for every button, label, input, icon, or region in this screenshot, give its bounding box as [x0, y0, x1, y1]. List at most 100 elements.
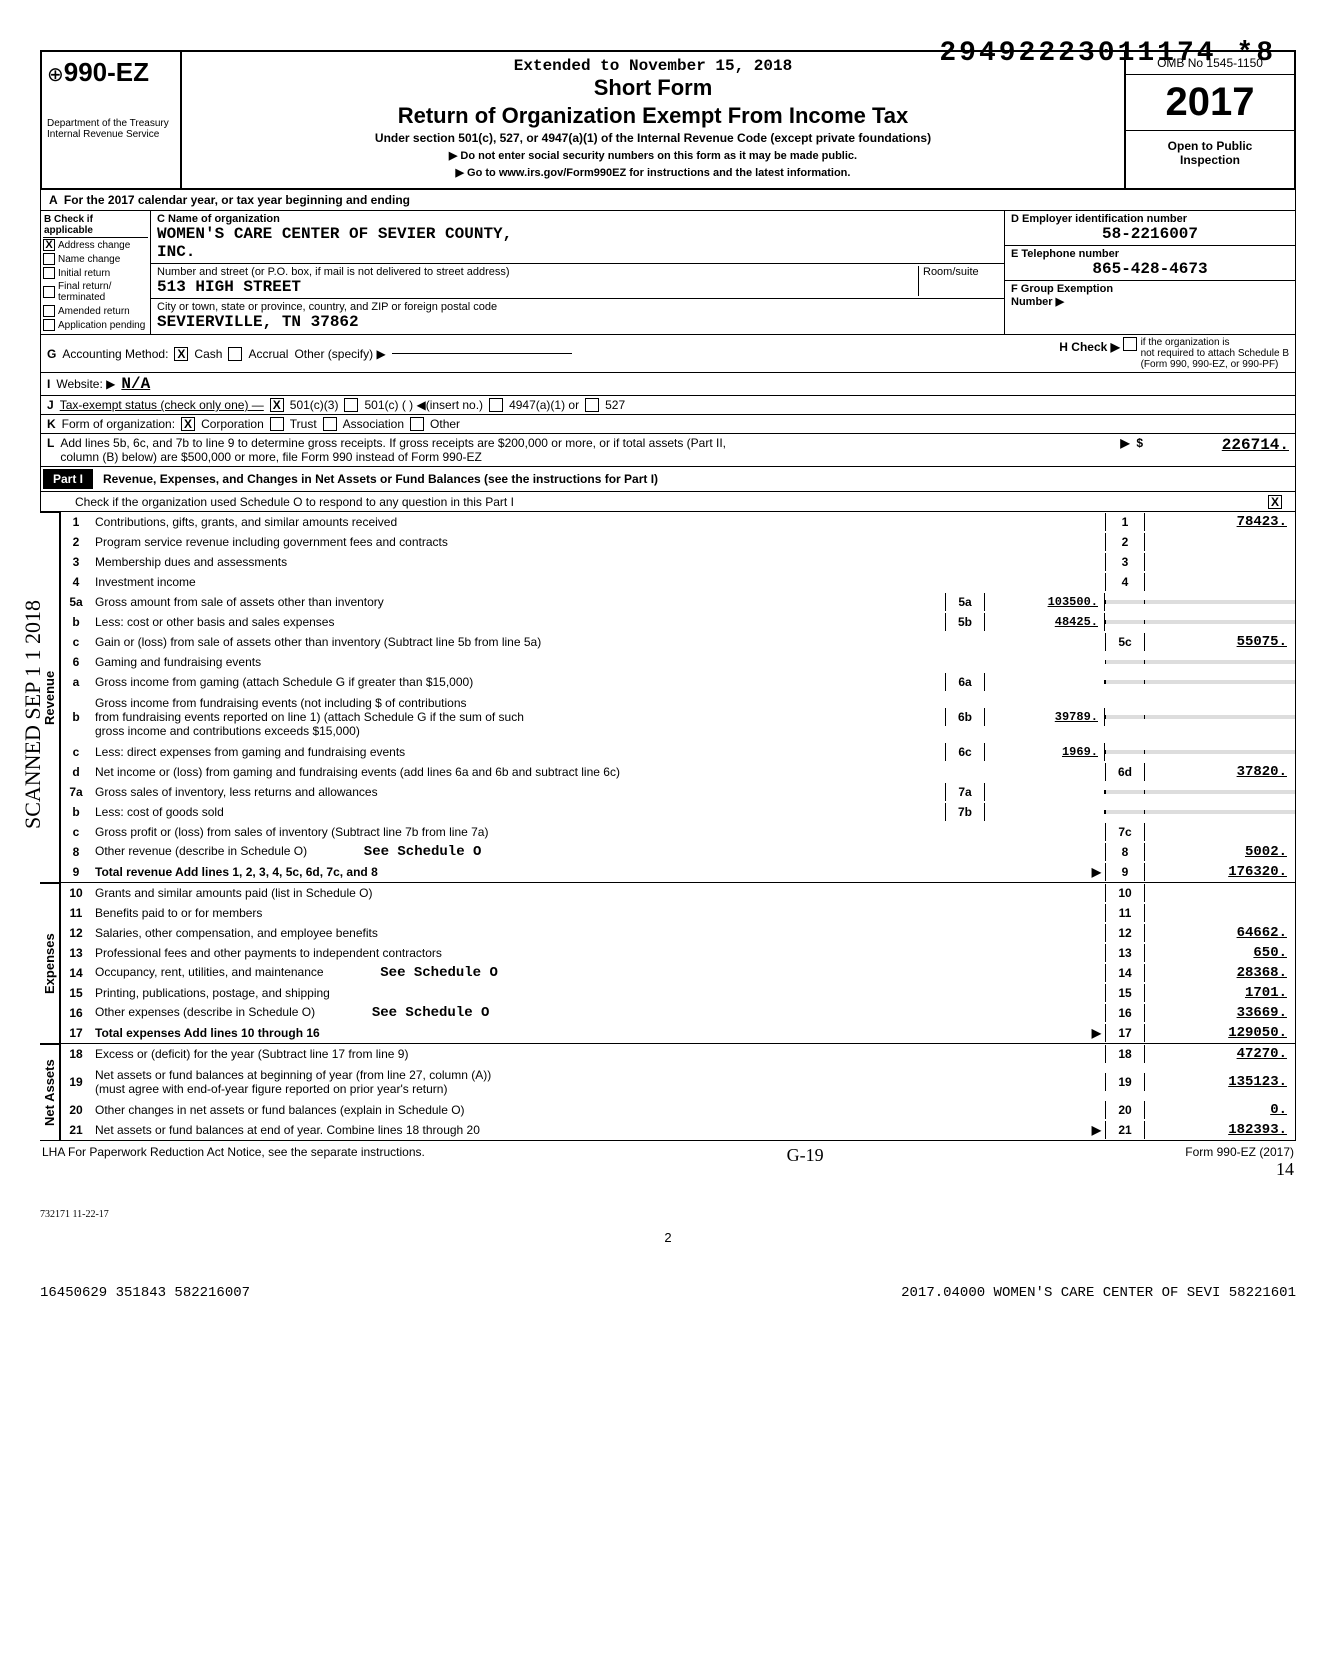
j-501c: 501(c) ( ) ◀(insert no.)	[364, 398, 483, 412]
line-11: 11Benefits paid to or for members11	[60, 903, 1296, 923]
checkbox-name-change[interactable]	[43, 253, 55, 265]
checkbox-accrual[interactable]	[228, 347, 242, 361]
l-value: 226714.	[1149, 436, 1289, 454]
checkbox-trust[interactable]	[270, 417, 284, 431]
footer-row: LHA For Paperwork Reduction Act Notice, …	[40, 1141, 1296, 1184]
checkbox-501c3[interactable]: X	[270, 398, 284, 412]
col-b-checkboxes: B Check if applicable XAddress change Na…	[41, 211, 151, 334]
row-i: I Website: ▶ N/A	[40, 373, 1296, 396]
line-7a: 7aGross sales of inventory, less returns…	[60, 782, 1296, 802]
checkbox-527[interactable]	[585, 398, 599, 412]
line-10: 10Grants and similar amounts paid (list …	[60, 883, 1296, 903]
col-de: D Employer identification number 58-2216…	[1005, 211, 1295, 334]
row-a-text: For the 2017 calendar year, or tax year …	[64, 193, 410, 207]
org-name-2: INC.	[157, 243, 998, 261]
g-label: Accounting Method:	[62, 347, 168, 361]
line-6d: dNet income or (loss) from gaming and fu…	[60, 762, 1296, 782]
cb-label-3: Final return/ terminated	[58, 281, 111, 303]
bottom-codes: 16450629 351843 582216007 2017.04000 WOM…	[40, 1285, 1296, 1301]
j-label: Tax-exempt status (check only one) —	[60, 398, 264, 412]
line-5c: cGain or (loss) from sale of assets othe…	[60, 632, 1296, 652]
line-12: 12Salaries, other compensation, and empl…	[60, 923, 1296, 943]
checkbox-501c[interactable]	[344, 398, 358, 412]
line-14: 14Occupancy, rent, utilities, and mainte…	[60, 963, 1296, 983]
form-number-box: ⊕990-EZ Department of the Treasury Inter…	[42, 52, 182, 188]
checkbox-pending[interactable]	[43, 319, 55, 331]
checkbox-final[interactable]	[43, 286, 55, 298]
g-cash: Cash	[194, 347, 222, 361]
col-c-org: C Name of organization WOMEN'S CARE CENT…	[151, 211, 1005, 334]
cb-label-5: Application pending	[58, 320, 145, 331]
i-label: Website: ▶	[56, 377, 115, 391]
line-2: 2Program service revenue including gover…	[60, 532, 1296, 552]
line-1: 1Contributions, gifts, grants, and simil…	[60, 512, 1296, 532]
ein-value: 58-2216007	[1011, 225, 1289, 243]
street-label: Number and street (or P.O. box, if mail …	[157, 266, 918, 278]
j-501c3: 501(c)(3)	[290, 398, 339, 412]
netassets-sidebar: Net Assets	[40, 1044, 60, 1141]
h-label: H Check ▶	[1059, 340, 1120, 354]
year-box: OMB No 1545-1150 2017 Open to Public Ins…	[1124, 52, 1294, 188]
row-g-h: G Accounting Method: XCash Accrual Other…	[40, 335, 1296, 373]
k-label: Form of organization:	[62, 417, 175, 431]
cb-label-2: Initial return	[58, 268, 110, 279]
checkbox-other[interactable]	[410, 417, 424, 431]
checkbox-corp[interactable]: X	[181, 417, 195, 431]
line-3: 3Membership dues and assessments3	[60, 552, 1296, 572]
short-form-label: Short Form	[192, 75, 1114, 101]
k-other: Other	[430, 417, 460, 431]
line-4: 4Investment income4	[60, 572, 1296, 592]
checkbox-assoc[interactable]	[323, 417, 337, 431]
dept-text: Department of the Treasury Internal Reve…	[47, 118, 175, 140]
checkbox-initial[interactable]	[43, 267, 55, 279]
line-8: 8Other revenue (describe in Schedule O) …	[60, 842, 1296, 862]
part1-check-text: Check if the organization used Schedule …	[71, 493, 1255, 511]
city-label: City or town, state or province, country…	[157, 301, 998, 313]
document-code: 29492223011174 *8	[939, 38, 1276, 69]
cb-label-0: Address change	[58, 240, 130, 251]
line-6b: bGross income from fundraising events (n…	[60, 692, 1296, 742]
subtitle: Under section 501(c), 527, or 4947(a)(1)…	[192, 131, 1114, 145]
line-6: 6Gaming and fundraising events	[60, 652, 1296, 672]
revenue-sidebar: Revenue	[40, 512, 60, 883]
phone-value: 865-428-4673	[1011, 260, 1289, 278]
checkbox-amended[interactable]	[43, 305, 55, 317]
checkbox-4947[interactable]	[489, 398, 503, 412]
j-4947: 4947(a)(1) or	[509, 398, 579, 412]
j-527: 527	[605, 398, 625, 412]
line-5b: bLess: cost or other basis and sales exp…	[60, 612, 1296, 632]
line-7b: bLess: cost of goods sold7b	[60, 802, 1296, 822]
part1-check-row: Check if the organization used Schedule …	[40, 492, 1296, 512]
c-label: C Name of organization	[157, 213, 998, 225]
checkbox-cash[interactable]: X	[174, 347, 188, 361]
line-17: 17Total expenses Add lines 10 through 16…	[60, 1023, 1296, 1044]
row-j: J Tax-exempt status (check only one) — X…	[40, 396, 1296, 415]
line-6c: cLess: direct expenses from gaming and f…	[60, 742, 1296, 762]
bottom-right-code: 2017.04000 WOMEN'S CARE CENTER OF SEVI 5…	[901, 1285, 1296, 1301]
checkbox-schedule-o[interactable]: X	[1268, 495, 1282, 509]
line-21: 21Net assets or fund balances at end of …	[60, 1120, 1296, 1141]
org-info-grid: B Check if applicable XAddress change Na…	[40, 211, 1296, 335]
part-1-header: Part I Revenue, Expenses, and Changes in…	[40, 467, 1296, 492]
line-7c: cGross profit or (loss) from sales of in…	[60, 822, 1296, 842]
k-assoc: Association	[343, 417, 404, 431]
form-header: ⊕990-EZ Department of the Treasury Inter…	[40, 50, 1296, 190]
checkbox-h[interactable]	[1123, 337, 1137, 351]
cb-label-4: Amended return	[58, 306, 130, 317]
line-5a: 5aGross amount from sale of assets other…	[60, 592, 1296, 612]
ssn-warning: ▶ Do not enter social security numbers o…	[192, 149, 1114, 162]
line-18: 18Excess or (deficit) for the year (Subt…	[60, 1044, 1296, 1064]
l-text: Add lines 5b, 6c, and 7b to line 9 to de…	[60, 436, 1114, 464]
street-value: 513 HIGH STREET	[157, 278, 918, 296]
part1-title: Revenue, Expenses, and Changes in Net As…	[95, 470, 666, 488]
row-k: K Form of organization: XCorporation Tru…	[40, 415, 1296, 434]
f-label: F Group Exemption Number ▶	[1011, 283, 1289, 308]
org-name: WOMEN'S CARE CENTER OF SEVIER COUNTY,	[157, 225, 998, 243]
print-stamp: 732171 11-22-17	[40, 1209, 1296, 1220]
lha-notice: LHA For Paperwork Reduction Act Notice, …	[42, 1145, 425, 1180]
checkbox-address-change[interactable]: X	[43, 239, 55, 251]
k-trust: Trust	[290, 417, 317, 431]
g-number: G-19	[787, 1145, 824, 1180]
row-l: L Add lines 5b, 6c, and 7b to line 9 to …	[40, 434, 1296, 467]
goto-url: ▶ Go to www.irs.gov/Form990EZ for instru…	[192, 166, 1114, 179]
